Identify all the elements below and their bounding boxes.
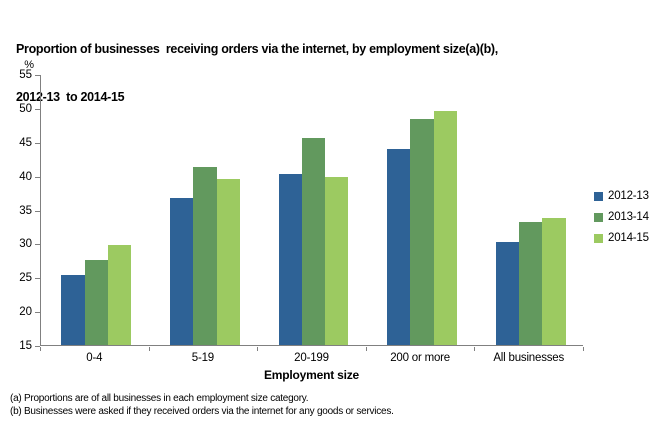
footnote-line: (a) Proportions are of all businesses in… (10, 393, 309, 404)
bar-2014-15-200-or-more (433, 110, 458, 345)
x-tick-mark (148, 347, 150, 351)
plot-area (40, 75, 583, 346)
bar-2012-13-0-4 (61, 274, 85, 345)
x-tick-mark (257, 347, 259, 351)
legend-item: 2012-13 (594, 189, 649, 203)
x-category-label: All businesses (493, 352, 565, 364)
y-tick-mark (35, 142, 40, 144)
y-tick-mark (35, 278, 40, 280)
x-category-label: 200 or more (390, 352, 450, 364)
x-axis-title: Employment size (263, 368, 360, 382)
x-tick-mark (40, 347, 41, 351)
bar-2013-14-all-businesses (519, 222, 543, 345)
y-tick-mark (35, 312, 40, 314)
y-tick-label: 20 (19, 306, 32, 319)
chart-title-line2: 2012-13 to 2014-15 (16, 90, 125, 104)
footnotes: (a) Proportions are of all businesses in… (10, 393, 394, 418)
y-tick-label: 55 (19, 69, 32, 81)
y-tick-mark (35, 244, 40, 246)
legend-label: 2013-14 (608, 211, 649, 223)
bar-2012-13-20-199 (278, 173, 302, 345)
bar-2012-13-200-or-more (387, 148, 411, 345)
bar-2014-15-5-19 (216, 179, 240, 345)
footnote-line: (b) Businesses were asked if they receiv… (10, 405, 394, 417)
x-tick-mark (583, 347, 584, 351)
bar-2012-13-all-businesses (495, 242, 520, 345)
bar-2013-14-200-or-more (410, 119, 434, 345)
y-tick-label: 25 (19, 272, 32, 285)
y-tick-mark (35, 176, 40, 178)
chart-title-line1: Proportion of businesses receiving order… (16, 42, 498, 56)
bar-2014-15-20-199 (325, 176, 349, 345)
bar-2013-14-20-199 (301, 137, 326, 345)
x-category-label: 20-199 (294, 352, 329, 364)
y-tick-label: 35 (19, 204, 32, 217)
y-tick-label: 40 (19, 170, 32, 183)
x-tick-mark (365, 347, 367, 351)
bar-2014-15-0-4 (107, 244, 132, 345)
bar-2013-14-0-4 (84, 260, 108, 345)
y-tick-label: 30 (19, 238, 32, 251)
legend-swatch-icon (594, 212, 603, 222)
y-tick-mark (35, 108, 40, 110)
bar-2012-13-5-19 (169, 197, 194, 345)
x-tick-mark (474, 347, 476, 351)
legend-item: 2014-15 (594, 231, 649, 245)
legend-swatch-icon (594, 191, 603, 201)
y-tick-mark (35, 346, 40, 347)
bar-2014-15-all-businesses (542, 217, 566, 345)
x-category-label: 0-4 (86, 352, 103, 364)
legend-label: 2012-13 (608, 190, 649, 202)
x-category-label: 5-19 (191, 352, 214, 364)
legend: 2012-13 2013-14 2014-15 (594, 189, 649, 252)
y-tick-label: 50 (19, 102, 32, 115)
y-tick-label: 45 (19, 136, 32, 149)
y-tick-label: 15 (19, 340, 32, 352)
y-tick-mark (35, 210, 40, 212)
y-axis-unit-label: % (24, 59, 34, 71)
bar-2013-14-5-19 (193, 166, 217, 345)
legend-item: 2013-14 (594, 210, 649, 224)
y-tick-mark (35, 75, 40, 76)
legend-label: 2014-15 (608, 232, 649, 244)
legend-swatch-icon (594, 233, 603, 243)
chart-title: Proportion of businesses receiving order… (16, 9, 636, 137)
